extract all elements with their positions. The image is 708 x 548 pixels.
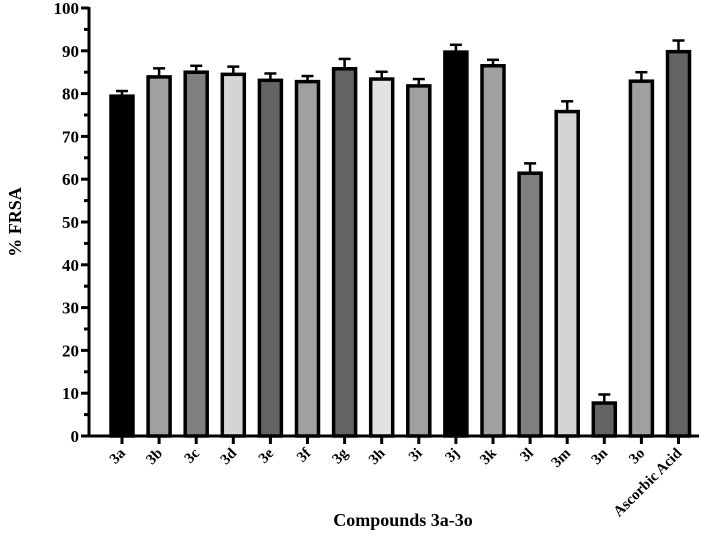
bar-ascorbic-acid [665, 39, 692, 438]
bars [109, 39, 692, 438]
x-tick-label: Ascorbic Acid [611, 445, 686, 520]
bar-3b [146, 67, 172, 438]
y-tick-label: 80 [62, 85, 79, 104]
y-tick-label: 70 [62, 127, 79, 146]
bar-rect [146, 75, 172, 438]
y-tick-label: 90 [62, 42, 79, 61]
x-tick-label: 3d [218, 445, 241, 468]
bar-3m [554, 100, 580, 438]
y-axis-title: % FRSA [5, 187, 25, 257]
y-tick-label: 40 [62, 256, 79, 275]
y-tick-label: 60 [62, 170, 79, 189]
y-tick-label: 0 [71, 427, 80, 446]
bar-3k [480, 58, 506, 438]
x-tick-label: 3n [589, 445, 612, 468]
bar-rect [294, 79, 321, 438]
bar-rect [183, 70, 209, 438]
bar-3f [294, 74, 321, 438]
bar-rect [257, 78, 284, 438]
bar-rect [220, 72, 247, 438]
y-tick-label: 100 [54, 0, 80, 18]
bar-rect [368, 77, 395, 438]
bar-rect [480, 64, 506, 438]
bar-3c [183, 64, 209, 438]
x-tick-label: 3c [182, 445, 204, 467]
bar-rect [591, 401, 618, 438]
bar-rect [665, 49, 692, 438]
bar-rect [443, 50, 469, 438]
bar-3a [109, 89, 135, 438]
y-tick-label: 30 [62, 299, 79, 318]
bar-3i [406, 77, 432, 438]
x-tick-label: 3f [294, 445, 315, 466]
bar-rect [406, 84, 432, 438]
bar-3d [220, 65, 247, 438]
bar-rect [517, 171, 543, 438]
x-axis-title: Compounds 3a-3o [333, 510, 473, 530]
y-axis: 0 10 20 30 40 50 60 70 80 90 100 [54, 0, 91, 446]
bar-3h [368, 70, 395, 438]
y-tick-label: 20 [62, 341, 79, 360]
bar-3g [331, 57, 358, 438]
bar-3l [517, 162, 543, 438]
y-tick-label: 50 [62, 213, 79, 232]
bar-rect [628, 79, 655, 438]
bar-3o [628, 70, 655, 438]
bar-rect [109, 94, 135, 438]
x-tick-label: 3e [256, 445, 278, 467]
x-tick-label: 3i [406, 446, 426, 466]
x-tick-label: 3m [549, 445, 575, 471]
x-tick-label: 3l [517, 446, 537, 466]
x-tick-label: 3h [366, 445, 389, 468]
x-tick-label: 3k [477, 445, 500, 468]
x-tick-label: 3j [443, 446, 463, 466]
bar-rect [554, 109, 580, 438]
bar-3e [257, 72, 284, 438]
bar-rect [331, 67, 358, 438]
bar-3j [443, 43, 469, 438]
x-tick-label: 3a [107, 445, 129, 467]
x-tick-label: 3g [330, 445, 352, 467]
x-tick-label: 3b [143, 446, 166, 469]
x-tick-label: 3o [626, 446, 648, 468]
y-tick-label: 10 [62, 384, 79, 403]
bar-3n [591, 393, 618, 438]
